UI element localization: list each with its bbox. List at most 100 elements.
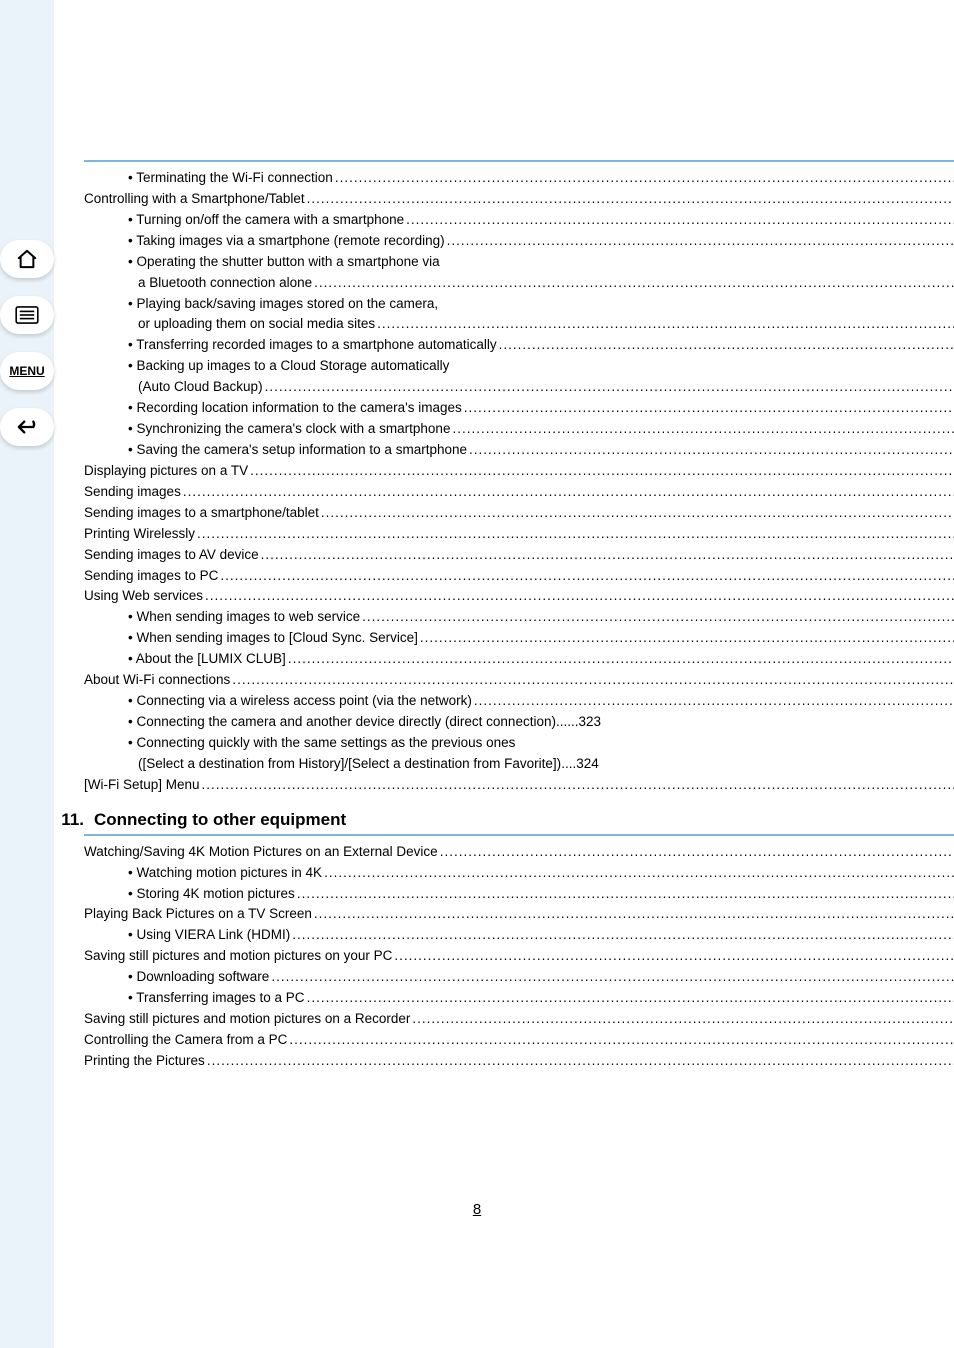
- toc-entry[interactable]: • Playing back/saving images stored on t…: [84, 294, 954, 315]
- toc-entry[interactable]: • Transferring recorded images to a smar…: [84, 335, 954, 356]
- toc-entry[interactable]: • When sending images to web service 313: [84, 607, 954, 628]
- toc-entry[interactable]: • About the [LUMIX CLUB] 317: [84, 649, 954, 670]
- toc-entry[interactable]: Sending images to AV device 310: [84, 545, 954, 566]
- section-number: 11.: [56, 810, 84, 830]
- toc-entry[interactable]: Printing the Pictures340: [84, 1051, 954, 1072]
- section-heading: 11. Connecting to other equipment: [84, 810, 954, 830]
- toc-entry[interactable]: or uploading them on social media sites …: [84, 314, 954, 335]
- toc-label: or uploading them on social media sites: [138, 314, 375, 335]
- toc-label: Printing the Pictures: [84, 1051, 205, 1072]
- toc-label: Sending images: [84, 482, 181, 503]
- toc-leader: [197, 524, 954, 545]
- toc-label: • Connecting the camera and another devi…: [128, 712, 556, 733]
- toc-leader: [321, 503, 954, 524]
- back-button[interactable]: [0, 408, 54, 446]
- toc-entry[interactable]: • Using VIERA Link (HDMI) 330: [84, 925, 954, 946]
- toc-entry[interactable]: Displaying pictures on a TV 305: [84, 461, 954, 482]
- back-icon: [15, 418, 39, 436]
- toc-entry[interactable]: • Downloading software 333: [84, 967, 954, 988]
- toc-entry[interactable]: • Connecting via a wireless access point…: [84, 691, 954, 712]
- toc-label: Saving still pictures and motion picture…: [84, 1009, 410, 1030]
- divider: [84, 160, 954, 162]
- menu-label: MENU: [9, 364, 44, 378]
- toc-leader: [232, 670, 954, 691]
- toc-label: • When sending images to [Cloud Sync. Se…: [128, 628, 418, 649]
- toc-entry[interactable]: • Synchronizing the camera's clock with …: [84, 419, 954, 440]
- toc-entry[interactable]: • Saving the camera's setup information …: [84, 440, 954, 461]
- toc-label: • Turning on/off the camera with a smart…: [128, 210, 404, 231]
- toc-entry[interactable]: ([Select a destination from History]/[Se…: [84, 754, 954, 775]
- toc-entry[interactable]: (Auto Cloud Backup)300: [84, 377, 954, 398]
- toc-entry[interactable]: • Connecting quickly with the same setti…: [84, 733, 954, 754]
- toc-leader: [292, 925, 954, 946]
- toc-leader: [394, 946, 954, 967]
- toc-label: Saving still pictures and motion picture…: [84, 946, 392, 967]
- toc-entry[interactable]: • Backing up images to a Cloud Storage a…: [84, 356, 954, 377]
- toc-entry[interactable]: Controlling the Camera from a PC338: [84, 1030, 954, 1051]
- toc-label: • About the [LUMIX CLUB]: [128, 649, 286, 670]
- toc-label: ([Select a destination from History]/[Se…: [138, 754, 561, 775]
- toc-leader: [335, 168, 954, 189]
- toc-entry[interactable]: [Wi-Fi Setup] Menu 326: [84, 775, 954, 796]
- toc-leader: [207, 1051, 954, 1072]
- toc-leader: [307, 988, 954, 1009]
- page-number: 8: [0, 1201, 954, 1218]
- toc-leader: [314, 904, 954, 925]
- toc-label: Playing Back Pictures on a TV Screen: [84, 904, 312, 925]
- toc-leader: [447, 231, 954, 252]
- toc-entry[interactable]: Sending images 306: [84, 482, 954, 503]
- list-icon: [15, 306, 39, 324]
- toc-leader: [324, 863, 954, 884]
- toc-entry[interactable]: • Transferring images to a PC335: [84, 988, 954, 1009]
- toc-entry[interactable]: Using Web services 313: [84, 586, 954, 607]
- toc-leader: [297, 884, 954, 905]
- menu-button[interactable]: MENU: [0, 352, 54, 390]
- toc-entry[interactable]: • Storing 4K motion pictures 328: [84, 884, 954, 905]
- toc-label: • Saving the camera's setup information …: [128, 440, 467, 461]
- toc-entry[interactable]: About Wi-Fi connections 320: [84, 670, 954, 691]
- toc-label: • Downloading software: [128, 967, 269, 988]
- toc-leader: [205, 586, 954, 607]
- toc-leader: [220, 566, 954, 587]
- toc-entry[interactable]: • Turning on/off the camera with a smart…: [84, 210, 954, 231]
- toc-entry[interactable]: • When sending images to [Cloud Sync. Se…: [84, 628, 954, 649]
- toc-label: • Using VIERA Link (HDMI): [128, 925, 290, 946]
- toc-entry[interactable]: Saving still pictures and motion picture…: [84, 1009, 954, 1030]
- toc-leader: [261, 545, 954, 566]
- toc-label: • Storing 4K motion pictures: [128, 884, 295, 905]
- toc-page: 324: [576, 754, 599, 775]
- toc-label: Displaying pictures on a TV: [84, 461, 248, 482]
- toc-label: • Transferring recorded images to a smar…: [128, 335, 497, 356]
- toc-entry[interactable]: Sending images to a smartphone/tablet308: [84, 503, 954, 524]
- toc-leader: [469, 440, 954, 461]
- contents-button[interactable]: [0, 296, 54, 334]
- toc-leader: [474, 691, 954, 712]
- toc-entry[interactable]: • Connecting the camera and another devi…: [84, 712, 954, 733]
- toc-label: (Auto Cloud Backup): [138, 377, 263, 398]
- section-title: Connecting to other equipment: [94, 810, 346, 830]
- toc-label: • Transferring images to a PC: [128, 988, 305, 1009]
- toc-entry[interactable]: a Bluetooth connection alone296: [84, 273, 954, 294]
- toc-leader: [202, 775, 954, 796]
- divider: [84, 834, 954, 836]
- toc-label: About Wi-Fi connections: [84, 670, 230, 691]
- toc-leader: [412, 1009, 954, 1030]
- toc-entry[interactable]: Sending images to PC 311: [84, 566, 954, 587]
- toc-entry[interactable]: Playing Back Pictures on a TV Screen 329: [84, 904, 954, 925]
- toc-leader: [362, 607, 954, 628]
- toc-leader: [289, 1030, 954, 1051]
- toc-leader: [499, 335, 954, 356]
- toc-entry[interactable]: • Recording location information to the …: [84, 398, 954, 419]
- toc-entry[interactable]: Printing Wirelessly309: [84, 524, 954, 545]
- toc-entry[interactable]: • Watching motion pictures in 4K328: [84, 863, 954, 884]
- toc-entry[interactable]: Controlling with a Smartphone/Tablet 293: [84, 189, 954, 210]
- toc-leader: [183, 482, 954, 503]
- toc-label: Sending images to AV device: [84, 545, 259, 566]
- toc-entry[interactable]: • Terminating the Wi-Fi connection 292: [84, 168, 954, 189]
- toc-entry[interactable]: Watching/Saving 4K Motion Pictures on an…: [84, 842, 954, 863]
- toc-entry[interactable]: Saving still pictures and motion picture…: [84, 946, 954, 967]
- toc-entry[interactable]: • Operating the shutter button with a sm…: [84, 252, 954, 273]
- home-button[interactable]: [0, 240, 54, 278]
- toc-entry[interactable]: • Taking images via a smartphone (remote…: [84, 231, 954, 252]
- toc-leader: [406, 210, 954, 231]
